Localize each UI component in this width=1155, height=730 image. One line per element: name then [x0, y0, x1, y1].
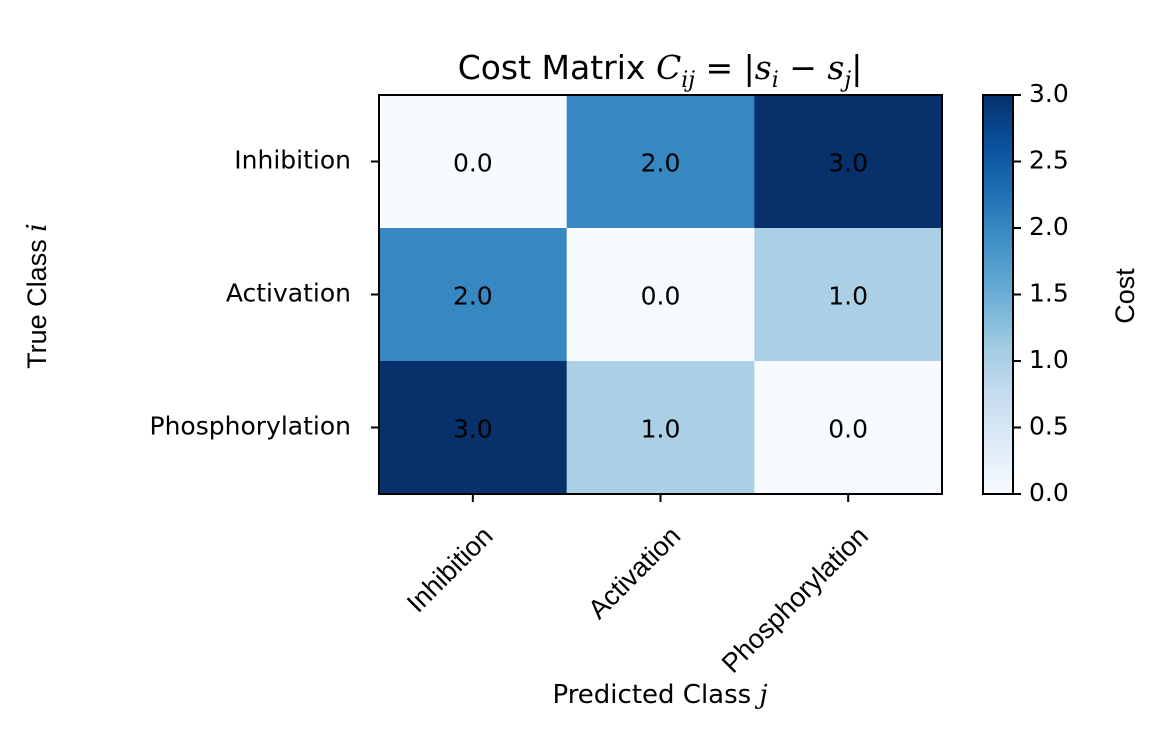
cell-value-label: 3.0: [453, 415, 493, 444]
colorbar-tick-label: 3.0: [1029, 79, 1069, 108]
heatmap-cell: [754, 361, 943, 495]
heatmap-cell: [379, 95, 568, 229]
heatmap-cell: [754, 95, 943, 229]
heatmap-cell: [566, 95, 755, 229]
x-tick-label: Activation: [582, 521, 686, 625]
cell-value-label: 2.0: [453, 282, 493, 311]
heatmap-cells: 0.0 2.0 3.0 2.0 0.0 1.0 3.0 1.0 0.0: [379, 95, 943, 495]
x-tick-label: Phosphorylation: [716, 521, 874, 679]
cell-value-label: 3.0: [828, 149, 868, 178]
cell-value-label: 2.0: [641, 149, 681, 178]
y-tick-label: Phosphorylation: [150, 412, 351, 441]
x-tick-label: Inhibition: [401, 521, 499, 619]
colorbar-ticks: 0.0 0.5 1.0 1.5 2.0 2.5 3.0: [1013, 79, 1069, 507]
colorbar-tick-label: 2.0: [1029, 212, 1069, 241]
colorbar-label: Cost: [1110, 268, 1140, 324]
cell-value-label: 0.0: [453, 149, 493, 178]
heatmap-cell: [379, 228, 568, 362]
y-tick-label: Inhibition: [234, 146, 351, 175]
colorbar-tick-label: 0.5: [1029, 412, 1069, 441]
y-tick-label: Activation: [226, 279, 351, 308]
y-axis-label: True Class i: [22, 223, 53, 369]
colorbar-tick-label: 2.5: [1029, 146, 1069, 175]
heatmap-cell: [754, 228, 943, 362]
cell-value-label: 0.0: [828, 415, 868, 444]
x-axis-label: Predicted Class j: [552, 680, 767, 710]
colorbar-tick-label: 1.5: [1029, 279, 1069, 308]
cell-value-label: 1.0: [828, 282, 868, 311]
colorbar: [982, 94, 1014, 495]
heatmap-cell: [566, 228, 755, 362]
colorbar-tick-label: 1.0: [1029, 345, 1069, 374]
cell-value-label: 1.0: [641, 415, 681, 444]
heatmap-cell: [566, 361, 755, 495]
colorbar-tick-label: 0.0: [1029, 478, 1069, 507]
cell-value-label: 0.0: [641, 282, 681, 311]
heatmap-cell: [379, 361, 568, 495]
chart-title: Cost Matrix Cij = |si − sj|: [458, 48, 863, 93]
